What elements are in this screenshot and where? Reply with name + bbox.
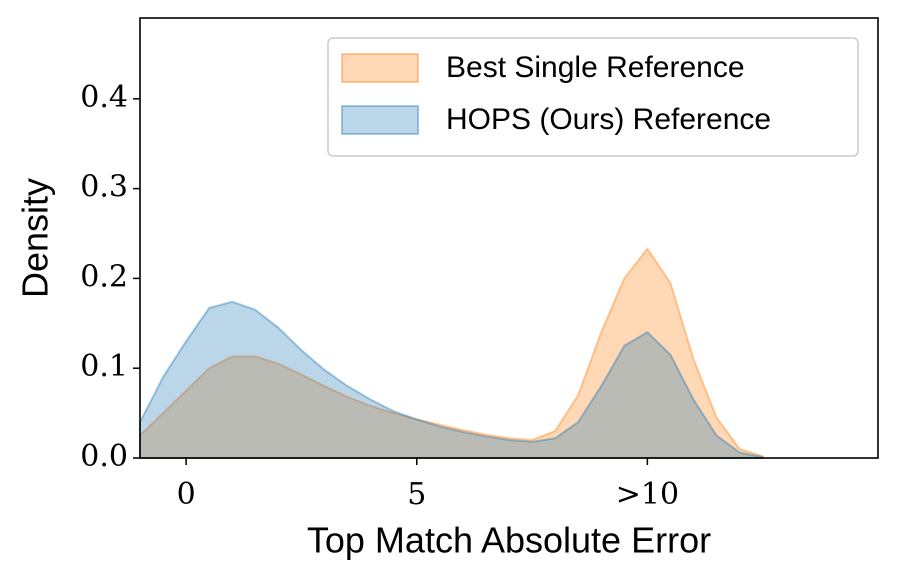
y-tick-label: 0.4	[80, 80, 128, 115]
y-tick-label: 0.1	[80, 349, 128, 384]
plot-frame	[139, 17, 879, 459]
legend-label: HOPS (Ours) Reference	[446, 103, 771, 136]
legend-swatch	[341, 53, 419, 83]
y-tick-label: 0.2	[80, 259, 128, 294]
legend-swatch	[341, 105, 419, 135]
y-axis-label: Density	[15, 178, 56, 298]
x-tick-label: 0	[177, 477, 196, 512]
density-area	[139, 300, 764, 459]
legend-box	[327, 37, 859, 157]
density-area	[139, 247, 764, 459]
x-tick-label: >10	[616, 477, 679, 512]
y-tick-label: 0.3	[80, 170, 128, 205]
x-axis-label: Top Match Absolute Error	[307, 520, 711, 561]
x-tick-label: 5	[407, 477, 426, 512]
legend-label: Best Single Reference	[446, 51, 745, 84]
y-tick-label: 0.0	[80, 439, 128, 474]
